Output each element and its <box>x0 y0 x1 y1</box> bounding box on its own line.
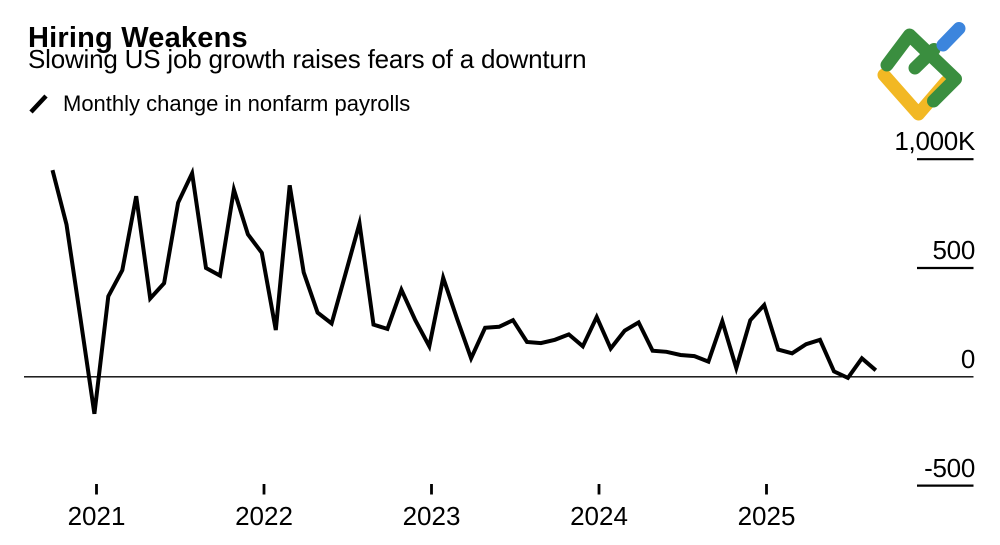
chart-subtitle: Slowing US job growth raises fears of a … <box>28 44 587 74</box>
logo-blue-stroke <box>936 22 966 52</box>
legend-label: Monthly change in nonfarm payrolls <box>63 91 411 116</box>
x-axis-label: 2023 <box>402 501 461 531</box>
x-axis-label: 2022 <box>235 501 293 531</box>
page-title: Hiring Weakens <box>28 22 248 55</box>
y-axis-label: 500 <box>932 235 976 265</box>
x-axis-label: 2021 <box>67 501 126 531</box>
x-axis-label: 2025 <box>737 501 796 531</box>
legend: Monthly change in nonfarm payrolls <box>28 91 411 116</box>
x-axis-label: 2024 <box>570 501 628 531</box>
line-series-icon <box>29 94 48 114</box>
litefinance-logo-icon <box>877 22 966 121</box>
y-axis-label: 1,000K <box>894 126 975 157</box>
payrolls-series-line <box>50 166 878 415</box>
logo-green-crossbar <box>908 43 941 75</box>
y-axis-label: -500 <box>924 452 975 483</box>
y-axis-label: 0 <box>960 343 975 374</box>
